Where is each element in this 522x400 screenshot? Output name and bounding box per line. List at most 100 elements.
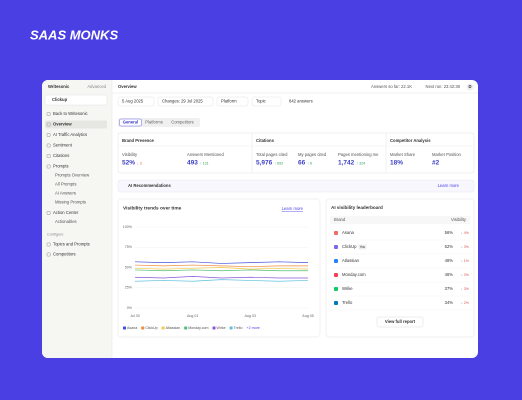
tab[interactable]: Platforms (145, 120, 163, 125)
nav-subitem[interactable]: Missing Prompts (55, 200, 86, 205)
nav-item[interactable]: Prompts (53, 164, 69, 169)
learn-more[interactable]: Learn more (438, 183, 460, 188)
avatar[interactable] (466, 83, 474, 91)
legend-swatch (141, 326, 145, 330)
visibility-change: ↓ 2% (461, 301, 470, 305)
series-line (134, 269, 308, 272)
filter-label: 842 answers (289, 99, 313, 104)
metric-change: ↑ 131 (200, 161, 209, 165)
nav-subitem[interactable]: Actionables (55, 219, 77, 224)
table-header (330, 216, 470, 224)
y-tick-label: 50% (125, 265, 133, 269)
nav-subitem[interactable]: All Prompts (55, 182, 76, 187)
legend-label: Trello (234, 326, 243, 330)
nav-icon (46, 112, 51, 116)
x-tick-label: Aug 01 (187, 314, 198, 318)
series-line (134, 264, 308, 268)
metric-label: Answers Mentioned (187, 152, 224, 157)
filter-label[interactable]: 5 Aug 2025 (122, 99, 144, 104)
x-tick-label: Jul 30 (130, 314, 140, 318)
column-header: Visibility (451, 217, 467, 222)
nav-item[interactable]: Citations (53, 153, 69, 158)
project-select[interactable] (44, 94, 108, 106)
x-tick-label: Aug 03 (245, 314, 256, 318)
nav-item[interactable]: Competitors (53, 252, 76, 257)
nav-item[interactable]: Overview (53, 122, 72, 127)
y-tick-label: 100% (123, 225, 133, 229)
metric-value: 66 (298, 160, 306, 167)
series-line (134, 267, 309, 270)
series-line (134, 276, 308, 279)
visibility-change: ↓ 4% (461, 231, 470, 235)
visibility-change: ↓ 3% (461, 287, 470, 291)
filter[interactable] (117, 96, 155, 107)
series-line (134, 261, 309, 264)
nav-icon (46, 164, 51, 169)
metrics-panel (117, 132, 475, 174)
logo: SAAS MONKS (30, 27, 118, 42)
filter[interactable] (216, 96, 249, 107)
visibility-value: 46% (445, 272, 454, 277)
brand-name: Monday.com (342, 272, 366, 277)
page-title: Overview (118, 84, 137, 89)
nav-item[interactable]: Back to Writesonic (53, 111, 88, 116)
legend-swatch (212, 326, 216, 330)
brand-logo (334, 245, 338, 249)
visibility-value: 37% (445, 286, 454, 291)
y-tick-label: 0% (127, 306, 133, 310)
button-label[interactable]: View full report (385, 319, 416, 324)
nav-item[interactable]: Action Center (53, 210, 79, 215)
nav-subitem[interactable]: AI Answers (55, 191, 76, 196)
filter-label[interactable]: Changes: 29 Jul 2025 (162, 99, 203, 104)
series-line (134, 279, 309, 282)
answers-count: Answers so far: 22.1K (371, 84, 412, 89)
metric-value: 5,976 (256, 160, 273, 167)
nav-item[interactable]: Topics and Prompts (53, 242, 90, 247)
legend-swatch (123, 326, 126, 330)
nav-subitem[interactable]: Prompts Overview (55, 173, 90, 178)
legend-label: Atlassian (166, 326, 181, 330)
recommendations-bar[interactable] (117, 179, 475, 193)
metric-change: ↑ 6 (307, 161, 312, 165)
filter[interactable] (157, 96, 214, 107)
project-name: Clickup (52, 97, 68, 102)
avatar-initial: D (468, 84, 471, 89)
app-name: Writesonic (48, 84, 70, 89)
metric-label: Total pages cited (256, 152, 288, 157)
leaderboard-title: AI visibility leaderboard (331, 205, 383, 210)
visibility-value: 56% (445, 230, 454, 235)
metric-value: #2 (432, 160, 440, 167)
legend-more[interactable]: +2 more (246, 326, 259, 330)
brand-name: Wrike (342, 286, 353, 291)
tab[interactable]: General (123, 120, 139, 125)
button[interactable] (376, 316, 424, 328)
x-tick-label: Aug 05 (302, 314, 313, 318)
filter-label[interactable]: Platform (221, 99, 237, 104)
nav-icon (46, 211, 51, 215)
nav-item[interactable]: Sentiment (53, 143, 73, 148)
chart-panel (117, 198, 321, 338)
brand-logo (334, 259, 338, 263)
metric-change: ↑ 324 (356, 161, 365, 165)
brand-logo (334, 273, 338, 277)
visibility-value: 52% (445, 244, 454, 249)
recommendations-title[interactable]: AI Recommendations (128, 183, 171, 188)
metric-label: Market Position (432, 152, 462, 157)
legend-label: Wrike (217, 326, 226, 330)
visibility-change: ↓ 3% (461, 245, 470, 249)
y-tick-label: 25% (125, 286, 133, 290)
filter[interactable] (251, 96, 282, 107)
tab[interactable]: Competitors (171, 120, 194, 125)
visibility-change: ↓ 1% (461, 259, 470, 263)
learn-more[interactable]: Learn more (282, 206, 304, 211)
visibility-value: 48% (445, 258, 454, 263)
nav-item[interactable]: AI Traffic Analytics (53, 132, 87, 137)
legend-swatch (161, 326, 165, 330)
brand-logo (334, 231, 338, 235)
filter-label[interactable]: Topic (256, 99, 266, 104)
y-tick-label: 75% (125, 245, 133, 249)
group-title: Brand Presence (122, 138, 155, 143)
brand-name: Asana (342, 230, 355, 235)
metric-value: 18% (390, 160, 403, 167)
